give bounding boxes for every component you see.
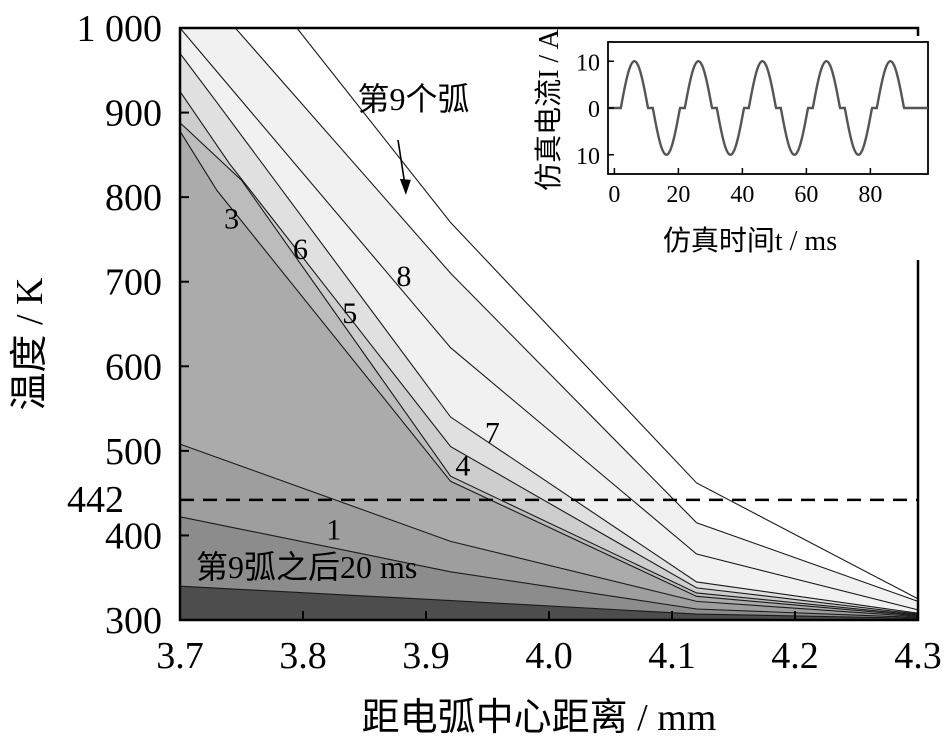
- inset-x-tick-label: 80: [858, 182, 882, 208]
- y-tick-label: 400: [105, 515, 162, 557]
- band-above-1: [180, 516, 918, 620]
- y-tick-label: 600: [105, 346, 162, 388]
- contour-line-4: [179, 130, 919, 617]
- x-tick-label: 3.9: [402, 635, 450, 677]
- contour-line-1: [179, 585, 919, 619]
- band-bottom: [180, 586, 918, 620]
- x-tick-label: 3.7: [156, 635, 204, 677]
- contour-line-2: [179, 516, 919, 619]
- inset-current-waveform: [608, 60, 928, 156]
- curve-label-4: 4: [455, 449, 470, 482]
- annotation-9th-arc: 第9个弧: [358, 81, 470, 117]
- y-tick-label: 1 000: [77, 8, 163, 50]
- inset-x-tick-label: 40: [730, 182, 754, 208]
- y-tick-label: 900: [105, 93, 162, 135]
- inset-y-tick-label: 0: [588, 97, 600, 123]
- x-tick-label: 4.2: [771, 635, 819, 677]
- inset-x-tick-label: 0: [608, 182, 620, 208]
- curve-label-3: 3: [224, 202, 239, 235]
- y-tick-label: 300: [105, 600, 162, 642]
- x-tick-label: 4.0: [525, 635, 573, 677]
- x-tick-label: 4.1: [648, 635, 696, 677]
- y-tick-label: 500: [105, 431, 162, 473]
- curve-label-6: 6: [293, 233, 308, 266]
- curve-label-5: 5: [342, 297, 357, 330]
- annotation-arrowhead: [399, 178, 411, 195]
- curve-label-7: 7: [485, 416, 500, 449]
- y-axis-title: 温度 / K: [9, 277, 51, 411]
- contour-line-7: [179, 53, 919, 614]
- contour-line-3: [179, 443, 919, 618]
- inset-y-axis-title: 仿真电流I / A: [533, 28, 565, 191]
- temperature-bands: [180, 28, 918, 621]
- inset-x-tick-label: 60: [794, 182, 818, 208]
- curve-label-8: 8: [396, 260, 411, 293]
- contour-line-6: [179, 91, 919, 615]
- inset-x-tick-label: 20: [666, 182, 690, 208]
- arc-front-line: [296, 27, 919, 600]
- y-tick-label: 700: [105, 262, 162, 304]
- contour-lines: [179, 27, 919, 619]
- main-axes: 3.7 3.8 3.9 4.0 4.1 4.2 4.33004005006007008009…: [9, 8, 942, 739]
- band-above-3: [180, 131, 918, 620]
- curve-label-1: 1: [326, 514, 341, 547]
- inset-x-axis-title: 仿真时间t / ms: [663, 225, 837, 257]
- x-tick-label: 4.3: [894, 635, 942, 677]
- reference-line-label: 442: [67, 479, 124, 521]
- inset-y-tick-label: 10: [576, 50, 600, 76]
- y-tick-label: 800: [105, 177, 162, 219]
- reference-line: 442: [67, 479, 918, 521]
- contour-line-5: [179, 122, 919, 616]
- inset-y-tick-label: 10: [576, 144, 600, 170]
- x-axis-title: 距电弧中心距离 / mm: [362, 697, 717, 739]
- x-tick-label: 3.8: [279, 635, 327, 677]
- contour-line-8: [179, 27, 919, 611]
- curve-labels: 1 3 4 5 6 7 8: [224, 202, 500, 546]
- annotation-after-20ms: 第9弧之后20 ms: [196, 549, 417, 585]
